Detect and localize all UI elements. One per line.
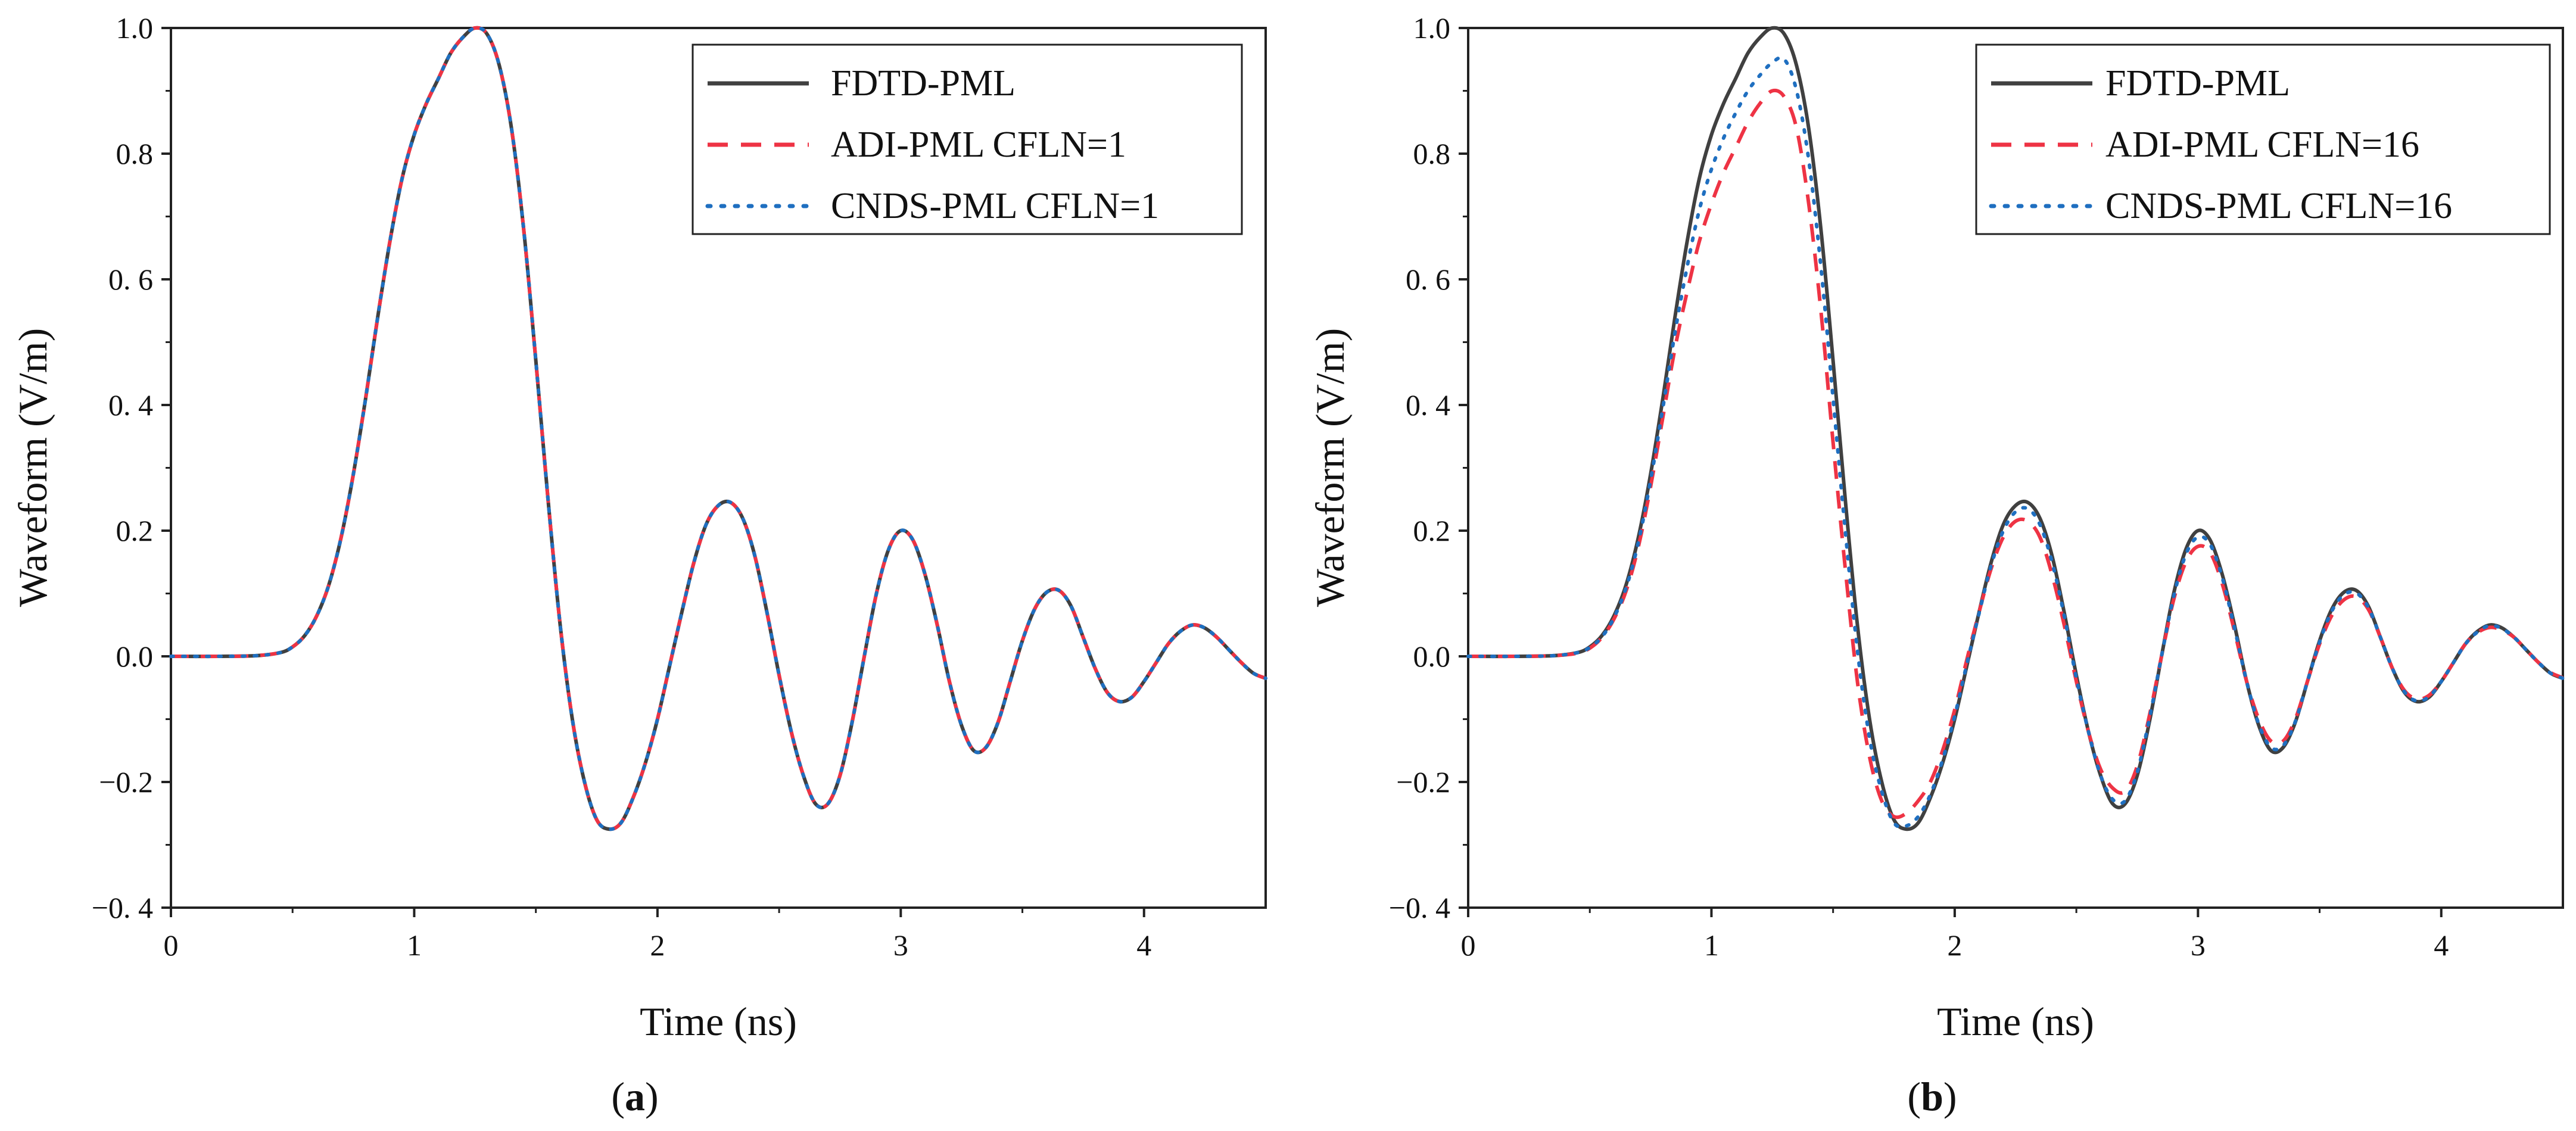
y-tick-label: 0.8 — [1413, 137, 1451, 170]
y-tick-label: 0.2 — [1413, 514, 1451, 547]
panel-label-open: ( — [611, 1074, 625, 1119]
x-tick-label: 3 — [893, 929, 908, 962]
y-tick-label: 0.0 — [1413, 640, 1451, 673]
y-tick-label: −0.2 — [99, 765, 153, 799]
legend-label-fdtd: FDTD-PML — [2105, 63, 2290, 104]
series-line-dashed — [170, 26, 1267, 831]
legend-box — [691, 43, 1243, 235]
panel-label-open: ( — [1907, 1074, 1921, 1119]
y-tick-label: 0.0 — [116, 640, 154, 673]
x-tick-label: 3 — [2191, 929, 2206, 962]
y-tick-label: 0.8 — [116, 137, 154, 170]
y-tick-labels: −0. 4 −0.2 0.0 0.2 0. 4 0. 6 0.8 1.0 — [92, 11, 153, 924]
series-line-dashed — [1468, 88, 2564, 820]
legend-label-adi: ADI-PML CFLN=1 — [831, 124, 1126, 165]
x-tick-label: 1 — [1704, 929, 1719, 962]
y-tick-labels: −0. 4 −0.2 0.0 0.2 0. 4 0. 6 0.8 1.0 — [1389, 11, 1450, 924]
y-tick-label: 1.0 — [116, 11, 154, 45]
y-tick-label: 0. 4 — [108, 388, 153, 422]
x-tick-labels: 0 1 2 3 4 — [164, 929, 1152, 962]
x-tick-labels: 0 1 2 3 4 — [1461, 929, 2449, 962]
panel-label-a: (a) — [611, 1074, 658, 1119]
legend-label-adi: ADI-PML CFLN=16 — [2105, 124, 2419, 165]
legend-label-cnds: CNDS-PML CFLN=1 — [831, 186, 1159, 226]
series-layer — [169, 26, 1267, 831]
x-tick-label: 1 — [407, 929, 422, 962]
legend-label-cnds: CNDS-PML CFLN=16 — [2105, 186, 2452, 226]
y-tick-label: 0. 6 — [1406, 263, 1450, 296]
y-tick-label: 1.0 — [1413, 11, 1451, 45]
panel-label-b: (b) — [1907, 1074, 1957, 1119]
panel-label-close: ) — [645, 1074, 659, 1119]
y-tick-label: −0. 4 — [1389, 891, 1450, 924]
y-tick-label: 0. 6 — [108, 263, 153, 296]
legend: FDTD-PML ADI-PML CFLN=16 CNDS-PML CFLN=1… — [1975, 43, 2551, 235]
x-axis-title: Time (ns) — [1937, 999, 2094, 1044]
x-tick-label: 0 — [164, 929, 179, 962]
y-tick-label: −0. 4 — [92, 891, 153, 924]
panel-a: −0. 4 −0.2 0.0 0.2 0. 4 0. 6 0.8 1.0 0 1 2 3 4 Time… — [10, 11, 1267, 1119]
series-layer — [1466, 26, 2565, 831]
panel-b: −0. 4 −0.2 0.0 0.2 0. 4 0. 6 0.8 1.0 0 1 2 3 4 Time… — [1307, 11, 2565, 1119]
legend: FDTD-PML ADI-PML CFLN=1 CNDS-PML CFLN=1 — [691, 43, 1243, 235]
tick-marks — [161, 27, 1145, 917]
x-tick-label: 2 — [650, 929, 665, 962]
panel-label-letter: a — [625, 1074, 645, 1119]
y-tick-label: −0.2 — [1396, 765, 1450, 799]
series-line-dotted — [169, 26, 1267, 831]
x-tick-label: 2 — [1947, 929, 1962, 962]
legend-label-fdtd: FDTD-PML — [831, 63, 1016, 104]
y-tick-label: 0. 4 — [1406, 388, 1450, 422]
y-axis-title: Waveform (V/m) — [1307, 328, 1353, 607]
legend-box — [1975, 43, 2551, 235]
x-tick-label: 4 — [1136, 929, 1151, 962]
panel-label-letter: b — [1921, 1074, 1943, 1119]
x-tick-label: 0 — [1461, 929, 1476, 962]
x-tick-label: 4 — [2434, 929, 2449, 962]
y-tick-label: 0.2 — [116, 514, 154, 547]
x-axis-title: Time (ns) — [640, 999, 797, 1044]
y-axis-title: Waveform (V/m) — [10, 328, 55, 607]
panel-label-close: ) — [1943, 1074, 1957, 1119]
